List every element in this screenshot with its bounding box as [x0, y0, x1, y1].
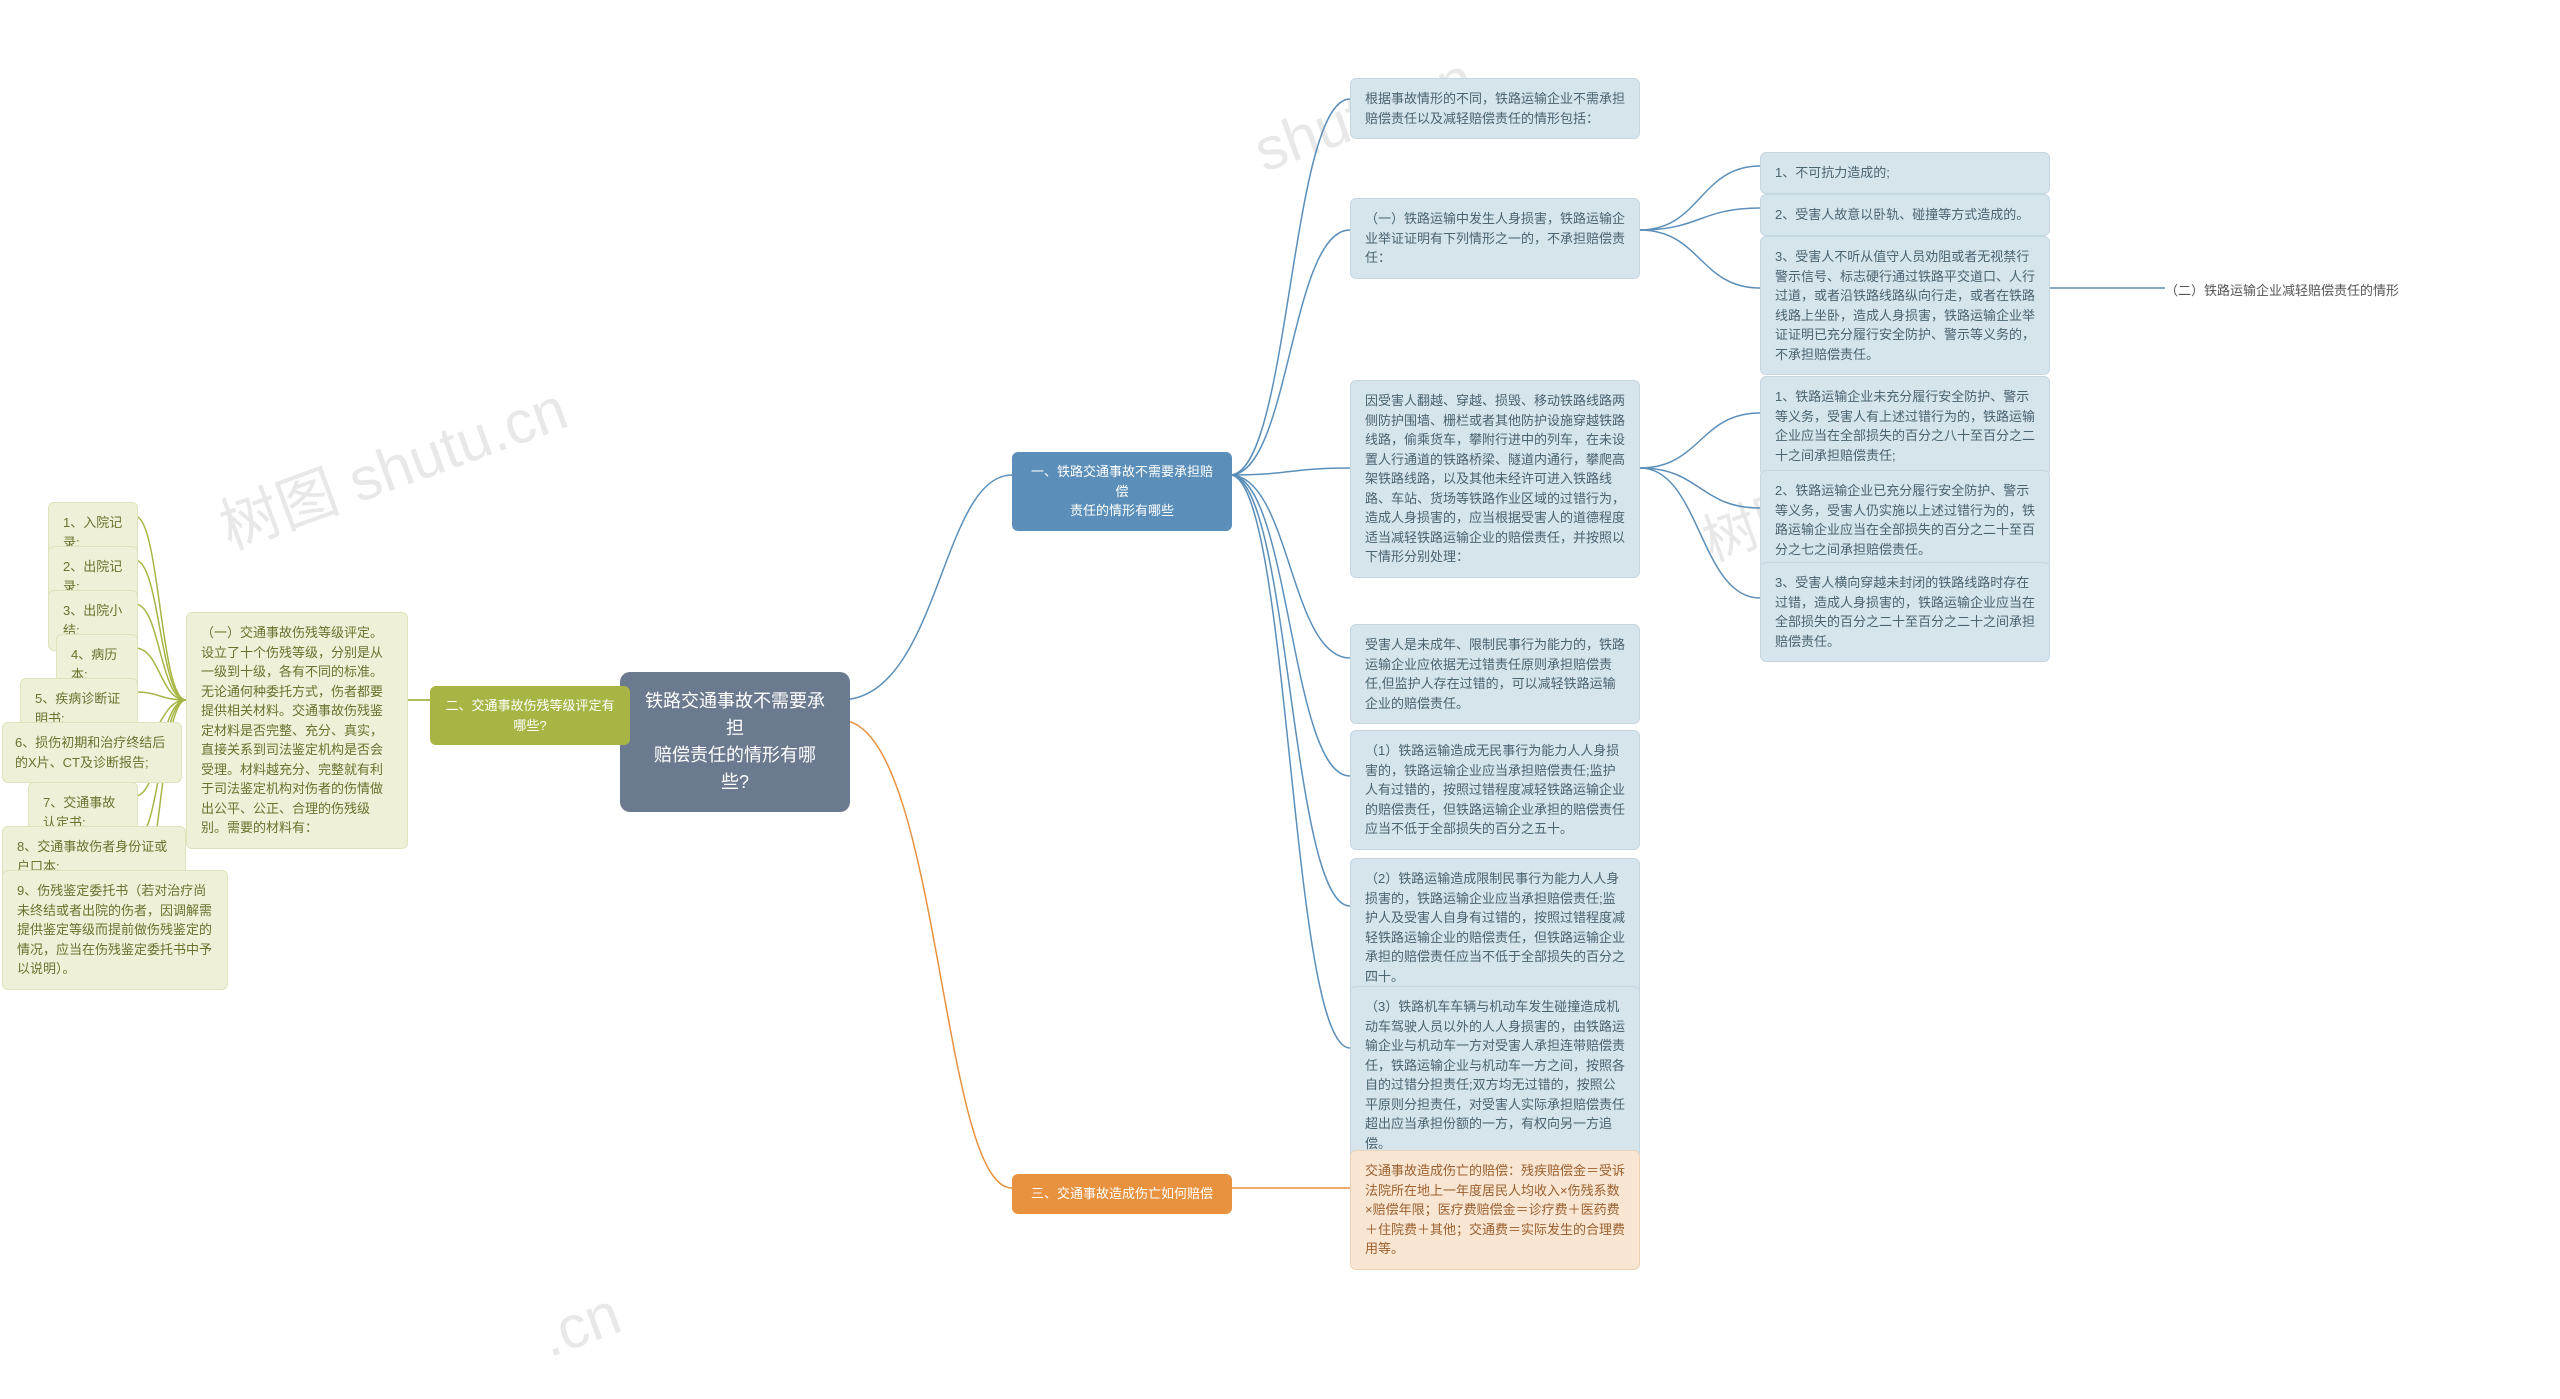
b2-desc: （一）交通事故伤残等级评定。设立了十个伤残等级，分别是从一级到十级，各有不同的标…	[186, 612, 408, 849]
branch-1-sub-a-2: 2、受害人故意以卧轨、碰撞等方式造成的。	[1760, 194, 2050, 236]
branch-1-n4: （2）铁路运输造成限制民事行为能力人人身损害的，铁路运输企业应当承担赔偿责任;监…	[1350, 858, 1640, 997]
watermark: 树图 shutu.cn	[206, 360, 577, 566]
branch-1: 一、铁路交通事故不需要承担赔偿 责任的情形有哪些	[1012, 452, 1232, 531]
branch-1-note-top: 根据事故情形的不同，铁路运输企业不需承担赔偿责任以及减轻赔偿责任的情形包括：	[1350, 78, 1640, 139]
branch-1-title: 一、铁路交通事故不需要承担赔偿 责任的情形有哪些	[1026, 462, 1218, 521]
branch-1-sub-a-side: （二）铁路运输企业减轻赔偿责任的情形	[2165, 280, 2399, 299]
branch-1-sub-b: 因受害人翻越、穿越、损毁、移动铁路线路两侧防护围墙、栅栏或者其他防护设施穿越铁路…	[1350, 380, 1640, 578]
branch-1-sub-a-3: 3、受害人不听从值守人员劝阻或者无视禁行警示信号、标志硬行通过铁路平交道口、人行…	[1760, 236, 2050, 375]
branch-1-sub-a: （一）铁路运输中发生人身损害，铁路运输企业举证证明有下列情形之一的，不承担赔偿责…	[1350, 198, 1640, 279]
center-topic-text: 铁路交通事故不需要承担 赔偿责任的情形有哪些?	[642, 688, 828, 796]
branch-1-sub-b-3: 3、受害人横向穿越未封闭的铁路线路时存在过错，造成人身损害的，铁路运输企业应当在…	[1760, 562, 2050, 662]
watermark: .cn	[531, 1278, 630, 1370]
b2-main: 二、交通事故伤残等级评定有哪些?	[430, 686, 630, 745]
branch-1-n2: 受害人是未成年、限制民事行为能力的，铁路运输企业应依据无过错责任原则承担赔偿责任…	[1350, 624, 1640, 724]
b2-main-title: 二、交通事故伤残等级评定有哪些?	[444, 696, 616, 735]
branch-2-item-6: 6、损伤初期和治疗终结后的X片、CT及诊断报告;	[2, 722, 182, 783]
branch-1-n5: （3）铁路机车车辆与机动车发生碰撞造成机动车驾驶人员以外的人人身损害的，由铁路运…	[1350, 986, 1640, 1164]
branch-1-n3: （1）铁路运输造成无民事行为能力人人身损害的，铁路运输企业应当承担赔偿责任;监护…	[1350, 730, 1640, 850]
branch-1-sub-a-1: 1、不可抗力造成的;	[1760, 152, 2050, 194]
branch-1-sub-b-2: 2、铁路运输企业已充分履行安全防护、警示等义务，受害人仍实施以上述过错行为的，铁…	[1760, 470, 2050, 570]
branch-1-sub-b-1: 1、铁路运输企业未充分履行安全防护、警示等义务，受害人有上述过错行为的，铁路运输…	[1760, 376, 2050, 476]
branch-3-desc: 交通事故造成伤亡的赔偿：残疾赔偿金＝受诉法院所在地上一年度居民人均收入×伤残系数…	[1350, 1150, 1640, 1270]
branch-3: 三、交通事故造成伤亡如何赔偿	[1012, 1174, 1232, 1214]
branch-3-title: 三、交通事故造成伤亡如何赔偿	[1026, 1184, 1218, 1204]
branch-2-item-9: 9、伤残鉴定委托书（若对治疗尚未终结或者出院的伤者，因调解需提供鉴定等级而提前做…	[2, 870, 228, 990]
center-topic: 铁路交通事故不需要承担 赔偿责任的情形有哪些?	[620, 672, 850, 812]
